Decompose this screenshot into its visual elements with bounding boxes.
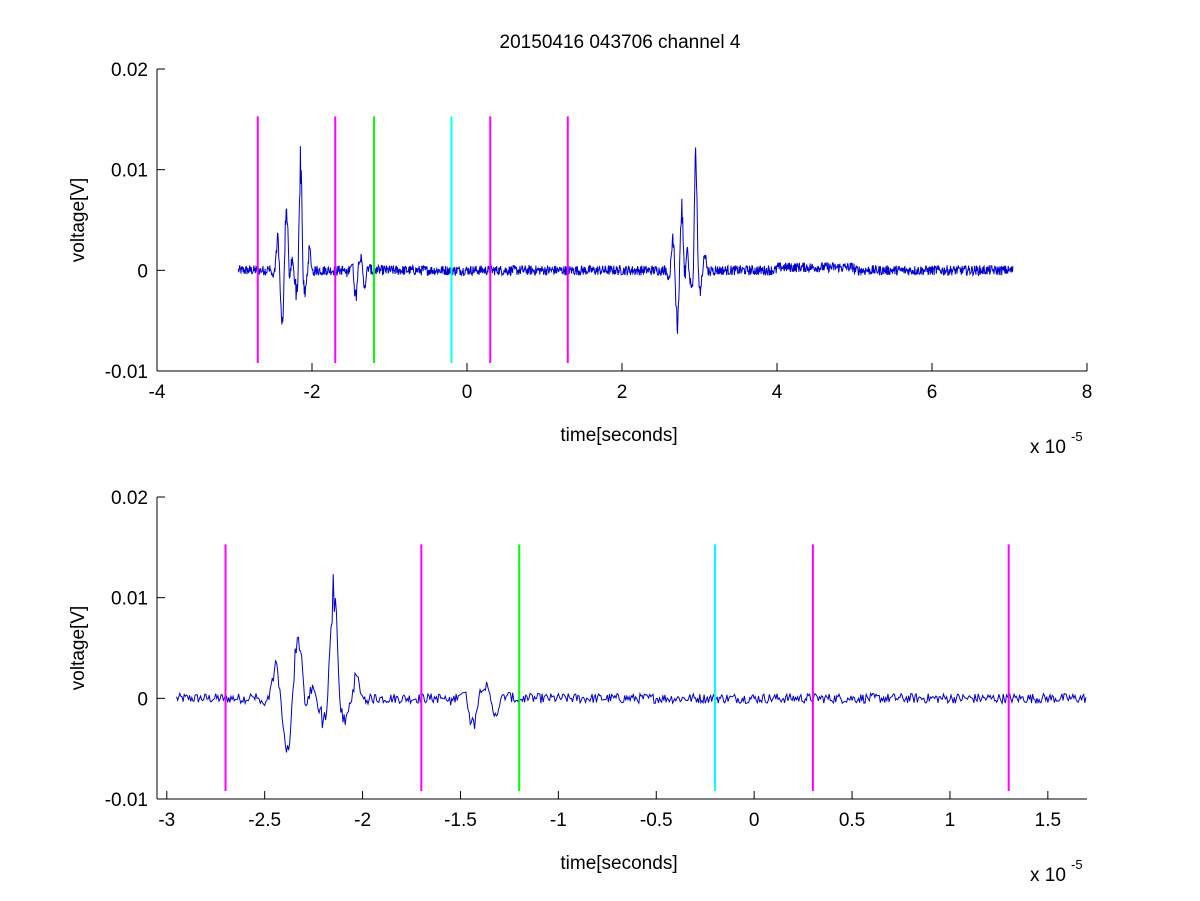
y-tick-label: 0.02: [111, 488, 148, 509]
y-tick-label: 0.02: [111, 60, 148, 81]
x-exponent-value: -5: [1071, 429, 1083, 444]
x-tick-label: 2: [617, 382, 628, 403]
y-tick-label: 0: [137, 261, 148, 282]
signal-line: [237, 146, 1014, 334]
x-tick-label: -1: [550, 810, 567, 831]
x-tick-label: 6: [927, 382, 938, 403]
top-axes: -4 -2 0 2 4 6 8 -0.01 0 0.01 0.02 time[seconds] volt…: [68, 60, 1092, 458]
x-tick-label: -2.5: [248, 810, 281, 831]
x-tick-label: -1.5: [444, 810, 477, 831]
x-exponent-value: -5: [1071, 857, 1083, 872]
x-tick-label: 1: [945, 810, 956, 831]
x-axis-label: time[seconds]: [560, 425, 677, 446]
y-tick-label: -0.01: [105, 362, 148, 383]
y-axis-label: voltage[V]: [68, 178, 89, 263]
x-tick-label: -2: [304, 382, 321, 403]
x-tick-label: -3: [158, 810, 175, 831]
y-axis-label: voltage[V]: [68, 606, 89, 691]
x-exponent-label: x 10: [1030, 865, 1066, 886]
x-tick-label: 4: [772, 382, 783, 403]
signal-line: [176, 574, 1087, 753]
x-tick-label: -4: [149, 382, 166, 403]
x-axis-label: time[seconds]: [560, 853, 677, 874]
y-tick-label: 0.01: [111, 161, 148, 182]
x-tick-label: 0.5: [839, 810, 865, 831]
y-tick-label: 0: [137, 689, 148, 710]
y-tick-label: 0.01: [111, 589, 148, 610]
chart-title: 20150416 043706 channel 4: [500, 32, 741, 53]
x-tick-label: 0: [462, 382, 473, 403]
x-tick-label: -2: [354, 810, 371, 831]
x-exponent-label: x 10: [1030, 437, 1066, 458]
x-tick-label: -0.5: [640, 810, 673, 831]
y-tick-label: -0.01: [105, 790, 148, 811]
x-tick-label: 0: [749, 810, 760, 831]
x-tick-label: 1.5: [1035, 810, 1061, 831]
x-tick-label: 8: [1082, 382, 1093, 403]
bottom-axes: -3 -2.5 -2 -1.5 -1 -0.5 0 0.5 1 1.5 -0.01 0 0.01 0.02…: [68, 488, 1087, 886]
